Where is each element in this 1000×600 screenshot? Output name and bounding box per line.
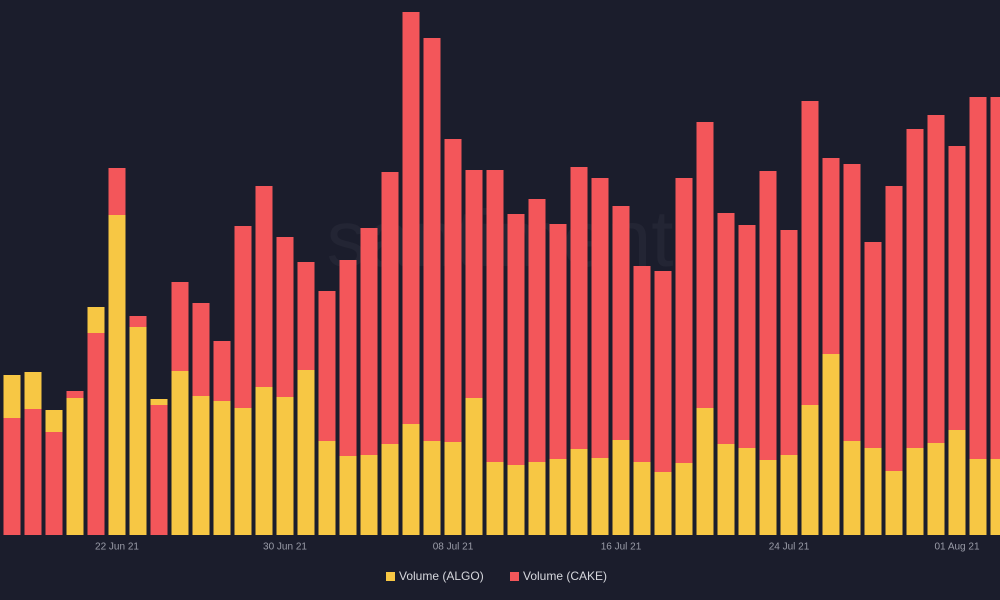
- bar: [129, 327, 147, 535]
- bar: [633, 462, 651, 535]
- bar: [507, 214, 525, 535]
- bar: [528, 462, 546, 535]
- bar: [87, 333, 105, 535]
- bar: [465, 398, 483, 535]
- bar: [906, 129, 924, 535]
- x-tick-label: 24 Jul 21: [769, 542, 810, 553]
- bar: [213, 401, 231, 535]
- bar: [528, 199, 546, 535]
- x-tick-label: 01 Aug 21: [934, 542, 979, 553]
- bar: [507, 465, 525, 535]
- bar: [486, 170, 504, 535]
- bar: [675, 463, 693, 535]
- bar: [591, 458, 609, 535]
- bar: [570, 167, 588, 535]
- bar: [885, 471, 903, 535]
- bar: [948, 430, 966, 535]
- bar: [234, 408, 252, 535]
- x-tick-label: 08 Jul 21: [433, 542, 474, 553]
- legend-swatch: [386, 572, 395, 581]
- bar: [549, 224, 567, 535]
- bar: [108, 215, 126, 535]
- bar: [381, 444, 399, 535]
- bar: [255, 387, 273, 535]
- bar: [549, 459, 567, 535]
- bar: [402, 424, 420, 535]
- bar: [297, 370, 315, 535]
- bar: [423, 441, 441, 535]
- x-tick-label: 30 Jun 21: [263, 542, 307, 553]
- bar: [654, 472, 672, 535]
- bar: [3, 418, 21, 535]
- bar: [990, 97, 1000, 535]
- bar: [486, 462, 504, 535]
- bar: [969, 97, 987, 535]
- bar: [654, 271, 672, 535]
- bar: [192, 396, 210, 535]
- bar: [570, 449, 588, 535]
- bar: [780, 455, 798, 535]
- x-tick-label: 16 Jul 21: [601, 542, 642, 553]
- bar: [864, 448, 882, 535]
- bar: [444, 442, 462, 535]
- bar: [591, 178, 609, 535]
- bar: [696, 408, 714, 535]
- bar: [444, 139, 462, 535]
- bar: [885, 186, 903, 535]
- bar: [822, 354, 840, 535]
- bar: [738, 448, 756, 535]
- bar: [150, 405, 168, 535]
- bar: [45, 432, 63, 535]
- bar: [906, 448, 924, 535]
- bar: [612, 440, 630, 535]
- bar: [759, 460, 777, 535]
- legend-swatch: [510, 572, 519, 581]
- bar: [717, 444, 735, 535]
- bar: [66, 398, 84, 535]
- bar: [927, 115, 945, 535]
- bar: [423, 38, 441, 535]
- legend-label: Volume (CAKE): [523, 569, 607, 583]
- bar: [24, 409, 42, 535]
- legend-label: Volume (ALGO): [399, 569, 484, 583]
- bar: [339, 456, 357, 535]
- bar: [801, 405, 819, 535]
- bar: [990, 459, 1000, 535]
- bar: [927, 443, 945, 535]
- bar: [276, 397, 294, 535]
- bar: [402, 12, 420, 535]
- bar: [759, 171, 777, 535]
- bar: [843, 441, 861, 535]
- bar: [360, 455, 378, 535]
- bar: [969, 459, 987, 535]
- x-tick-label: 22 Jun 21: [95, 542, 139, 553]
- bar: [171, 371, 189, 535]
- bar: [675, 178, 693, 535]
- bar: [318, 441, 336, 535]
